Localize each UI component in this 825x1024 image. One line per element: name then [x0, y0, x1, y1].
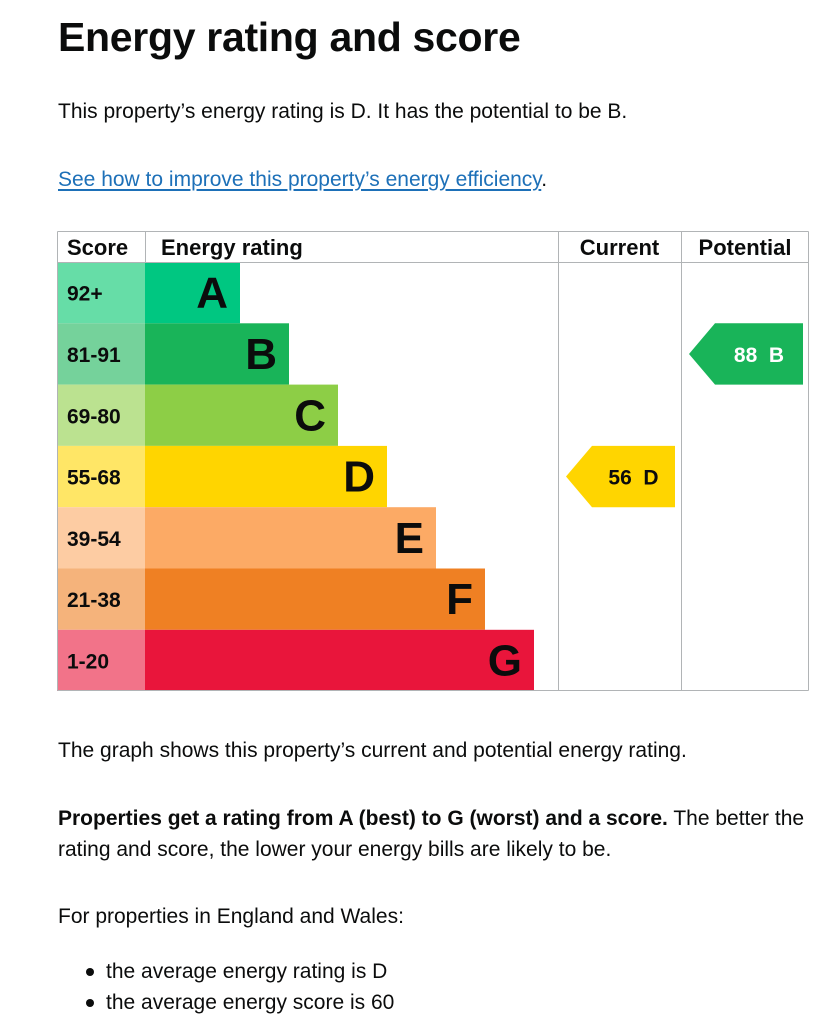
score-range-g: 1-20	[67, 650, 109, 673]
potential-rating-label: 88 B	[734, 344, 784, 367]
rating-bar-c	[145, 384, 338, 446]
rating-summary: This property’s energy rating is D. It h…	[58, 100, 628, 123]
score-cell-c	[57, 384, 145, 446]
score-cell-a	[57, 262, 145, 324]
page-title: Energy rating and score	[58, 14, 521, 60]
rating-letter-b: B	[245, 330, 277, 379]
rating-letter-g: G	[488, 636, 522, 685]
score-cell-f	[57, 568, 145, 630]
header-current: Current	[580, 235, 660, 260]
rating-bar-f	[145, 568, 485, 630]
header-score: Score	[67, 235, 128, 260]
list-item: the average energy score is 60	[58, 987, 394, 1018]
score-range-b: 81-91	[67, 344, 121, 367]
score-range-e: 39-54	[67, 528, 121, 551]
potential-rating-arrow	[689, 323, 803, 385]
score-cell-e	[57, 507, 145, 569]
header-energy-rating: Energy rating	[161, 235, 303, 260]
improve-link-paragraph: See how to improve this property’s energ…	[58, 164, 547, 195]
energy-rating-chart: Score Energy rating Current Potential 92+ A 81…	[57, 231, 809, 691]
rating-bar-b	[145, 323, 289, 385]
score-range-d: 55-68	[67, 467, 121, 490]
score-cell-b	[57, 323, 145, 385]
rating-letter-f: F	[446, 575, 473, 624]
improve-efficiency-link[interactable]: See how to improve this property’s energ…	[58, 168, 542, 191]
rating-explanation-rest: The better the rating and score, the low…	[58, 807, 805, 861]
score-range-c: 69-80	[67, 405, 121, 428]
list-item: the average energy rating is D	[58, 956, 394, 987]
current-rating-label: 56 D	[608, 467, 658, 490]
rating-bar-a	[145, 262, 240, 324]
rating-letter-a: A	[196, 269, 228, 318]
rating-letter-c: C	[294, 391, 326, 440]
score-cell-g	[57, 629, 145, 691]
header-potential: Potential	[699, 235, 792, 260]
link-suffix: .	[541, 168, 548, 191]
score-range-f: 21-38	[67, 589, 121, 612]
rating-bar-e	[145, 507, 436, 569]
countries-text: For properties in England and Wales:	[58, 905, 404, 928]
rating-letter-d: D	[343, 453, 375, 502]
rating-bar-d	[145, 445, 387, 508]
averages-list: the average energy rating is D the avera…	[58, 956, 394, 1018]
rating-bar-g	[145, 629, 534, 691]
rating-explanation: Properties get a rating from A (best) to…	[58, 803, 818, 865]
graph-description: The graph shows this property’s current …	[58, 739, 687, 762]
rating-letter-e: E	[395, 514, 424, 563]
score-cell-d	[57, 445, 145, 508]
energy-rating-graph: Score Energy rating Current Potential 92+ A 81…	[57, 231, 809, 691]
score-range-a: 92+	[67, 283, 103, 306]
rating-explanation-bold: Properties get a rating from A (best) to…	[58, 807, 668, 830]
current-rating-arrow	[566, 445, 675, 508]
